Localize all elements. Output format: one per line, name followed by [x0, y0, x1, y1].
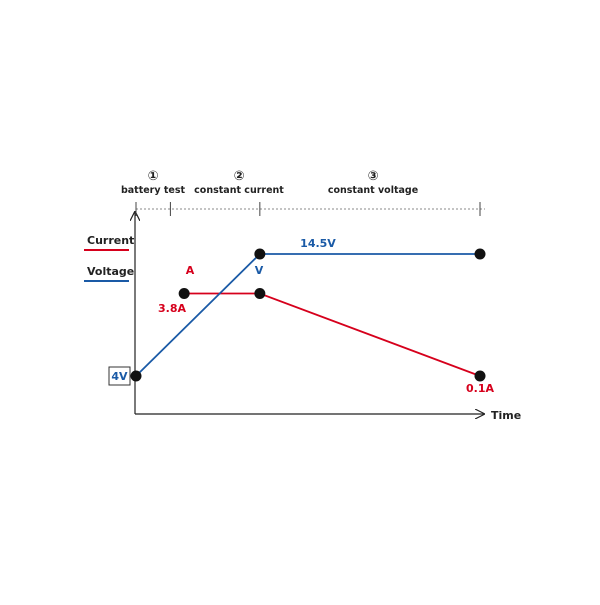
- legend-current-label: Current: [87, 234, 134, 247]
- current-start-label: 3.8A: [158, 302, 186, 315]
- x-axis-label: Time: [491, 409, 521, 422]
- voltage-point-2: [474, 248, 486, 260]
- legend: Current Voltage: [84, 234, 134, 282]
- phase-label-1: ① battery test: [121, 169, 186, 196]
- phase-label-2: ② constant current: [194, 169, 284, 196]
- current-point-2: [474, 370, 486, 382]
- voltage-point-0: [130, 370, 142, 382]
- voltage-start-label: 4V: [111, 370, 128, 383]
- voltage-start-label-box: [108, 366, 131, 386]
- voltage-end-label: 14.5V: [300, 237, 336, 250]
- phase-label-3: ③ constant voltage: [328, 169, 418, 196]
- current-end-label: 0.1A: [466, 382, 494, 395]
- phase-number-1: ①: [147, 169, 158, 184]
- voltage-point-1: [254, 248, 266, 260]
- current-point-0: [178, 287, 190, 299]
- legend-voltage-label: Voltage: [87, 265, 134, 278]
- phase-number-2: ②: [233, 169, 244, 184]
- phase-number-3: ③: [367, 169, 378, 184]
- voltage-inline-label: V: [255, 264, 264, 277]
- series-current-line: [184, 292, 481, 377]
- current-inline-label: A: [186, 264, 195, 277]
- phase-text-2: constant current: [194, 185, 284, 196]
- points-layer: [130, 248, 486, 382]
- current-point-1: [254, 287, 266, 299]
- phase-text-1: battery test: [121, 185, 186, 196]
- phase-text-3: constant voltage: [328, 185, 418, 196]
- phase-ticks: [135, 202, 481, 216]
